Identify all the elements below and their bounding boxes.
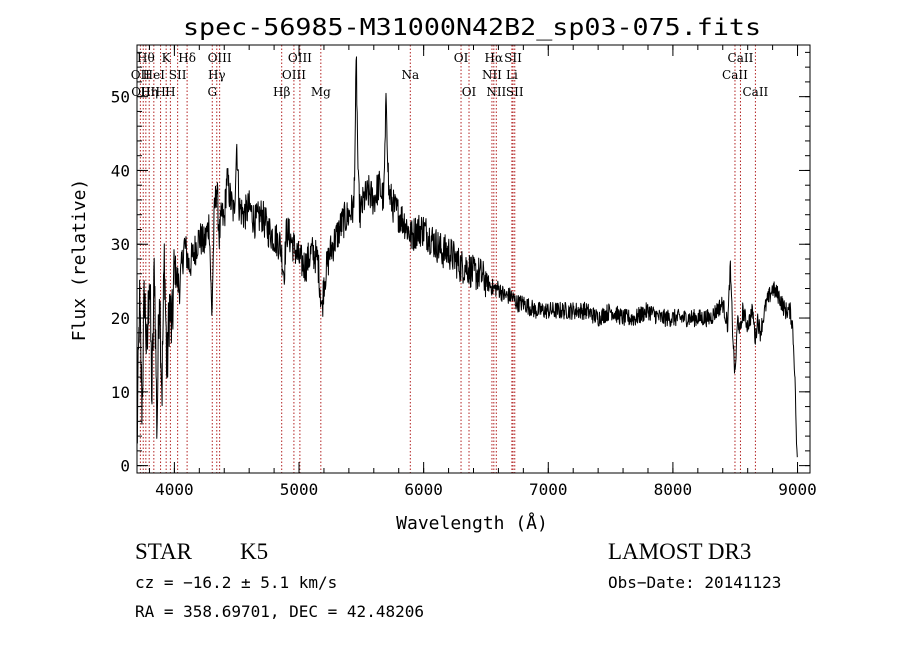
y-axis-label: Flux (relative): [69, 179, 90, 342]
y-tick-label: 20: [111, 309, 130, 328]
marker-labels: OIIOIIIHθHηHeIHKHSIIHδGHγOIIIHβOIIIOIIIM…: [131, 51, 769, 99]
marker-label-8: SII: [169, 68, 187, 82]
x-axis-label: Wavelength (Å): [396, 512, 548, 534]
marker-label-9: Hδ: [178, 51, 196, 65]
y-tick-label: 40: [111, 161, 130, 180]
chart-title: spec-56985-M31000N42B2_sp03-075.fits: [183, 15, 761, 41]
marker-label-26: CaII: [722, 68, 748, 82]
marker-label-15: OIII: [288, 51, 312, 65]
x-tick-label: 8000: [654, 480, 693, 499]
y-tick-label: 0: [120, 457, 130, 476]
marker-label-18: OI: [454, 51, 469, 65]
marker-label-24: SII: [504, 51, 522, 65]
x-tick-label: 7000: [529, 480, 568, 499]
redshift-value: cz = −16.2 ± 5.1 km/s: [135, 573, 338, 592]
marker-label-28: CaII: [742, 85, 768, 99]
x-tick-label: 9000: [778, 480, 817, 499]
marker-label-23: Li: [506, 68, 518, 82]
marker-label-17: Na: [401, 68, 419, 82]
object-class: STAR: [135, 539, 192, 564]
marker-label-27: CaII: [728, 51, 754, 65]
survey-name: LAMOST DR3: [608, 539, 752, 564]
marker-label-25: SII: [506, 85, 524, 99]
marker-label-20: NII: [482, 68, 502, 82]
marker-label-14: OIII: [282, 68, 306, 82]
marker-label-5: H: [155, 85, 165, 99]
observation-date: Obs−Date: 20141123: [608, 573, 782, 592]
marker-label-21: Hα: [485, 51, 504, 65]
marker-label-11: Hγ: [208, 68, 226, 82]
marker-label-22: NII: [486, 85, 506, 99]
marker-label-10: G: [207, 85, 217, 99]
marker-label-12: OIII: [208, 51, 232, 65]
x-tick-label: 4000: [155, 480, 194, 499]
marker-label-16: Mg: [311, 85, 331, 99]
y-tick-label: 30: [111, 235, 130, 254]
marker-label-7: H: [165, 85, 175, 99]
x-tick-label: 6000: [404, 480, 443, 499]
marker-label-19: OI: [462, 85, 477, 99]
axes: 4000 5000 6000 7000 8000 9000 0 10 20 30 40 50: [111, 44, 817, 499]
flux-series-line: [136, 56, 798, 458]
x-tick-label: 5000: [280, 480, 319, 499]
marker-label-3: Hη: [140, 85, 158, 99]
marker-label-0: OII: [131, 68, 151, 82]
marker-label-6: K: [162, 51, 172, 65]
y-tick-label: 50: [111, 88, 130, 107]
marker-label-13: Hβ: [273, 85, 290, 99]
coordinates: RA = 358.69701, DEC = 42.48206: [135, 602, 424, 621]
y-tick-label: 10: [111, 383, 130, 402]
marker-label-4: HeI: [143, 68, 166, 82]
marker-label-2: Hθ: [137, 51, 155, 65]
spectral-subclass: K5: [240, 539, 269, 564]
